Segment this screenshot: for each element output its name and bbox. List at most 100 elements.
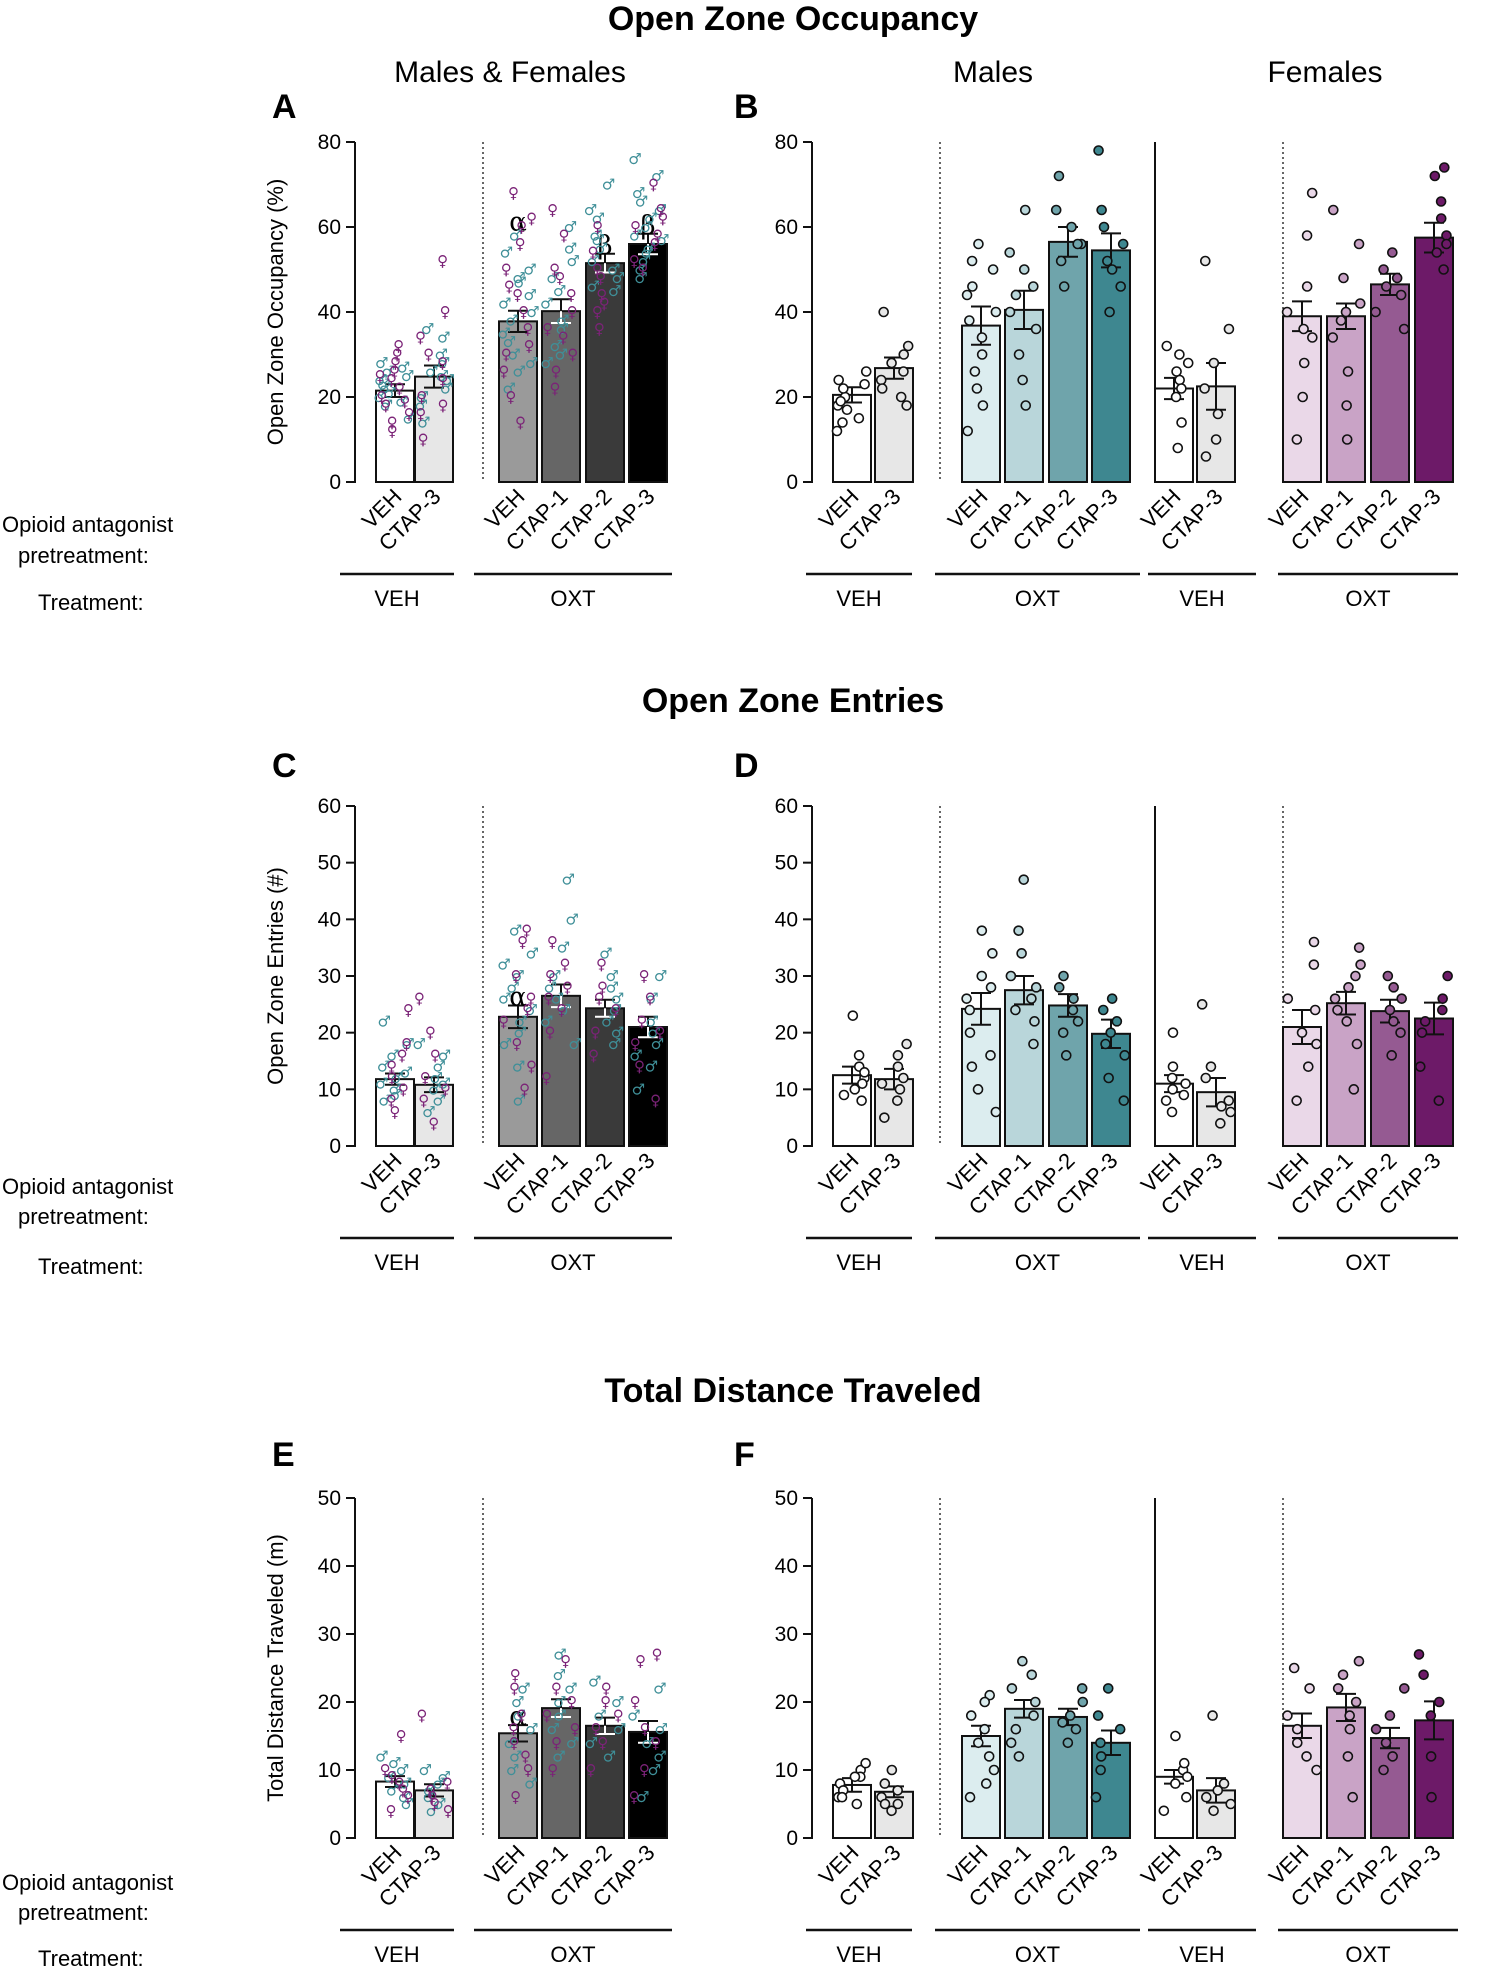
data-point (1384, 1710, 1396, 1721)
data-point-female: ♀ (542, 320, 553, 338)
data-point (894, 1084, 906, 1095)
data-point (1016, 948, 1027, 959)
data-point (1354, 298, 1366, 309)
data-point-male: ♂ (553, 1645, 566, 1663)
data-point-female: ♀ (520, 1747, 531, 1765)
bar (1004, 989, 1044, 1148)
data-point-male: ♂ (544, 978, 557, 996)
data-point (1435, 213, 1447, 224)
data-point-male: ♂ (375, 1075, 388, 1093)
data-point (886, 1764, 898, 1776)
data-point-female: ♀ (510, 1788, 521, 1806)
data-point-male: ♂ (438, 1046, 451, 1064)
data-point (898, 1072, 909, 1084)
data-point-female: ♀ (655, 201, 666, 219)
data-point-male: ♂ (396, 1761, 409, 1779)
data-point (857, 1078, 868, 1089)
data-point-female: ♀ (427, 1788, 438, 1806)
data-point (1053, 170, 1065, 182)
data-point-female: ♀ (601, 1679, 612, 1697)
data-point (1419, 1016, 1431, 1027)
data-point-female: ♀ (596, 286, 607, 304)
data-point (1171, 366, 1182, 377)
data-point (1281, 306, 1293, 318)
data-point-female: ♀ (404, 405, 415, 423)
data-point (879, 1112, 890, 1123)
data-point-female: ♀ (560, 956, 571, 974)
data-point-male: ♂ (594, 239, 607, 257)
data-point (1395, 289, 1407, 301)
data-point (835, 395, 846, 407)
data-point (1017, 1655, 1028, 1667)
data-point (892, 1095, 903, 1106)
data-point (1095, 1737, 1106, 1749)
data-point (1353, 1655, 1365, 1667)
data-point (860, 1757, 871, 1769)
data-point (1029, 1016, 1040, 1027)
data-point (1311, 1038, 1322, 1050)
data-point-male: ♂ (437, 329, 450, 347)
y-tick-label: 0 (329, 471, 341, 494)
data-point-male: ♂ (426, 1802, 439, 1820)
data-point-female: ♀ (547, 1761, 558, 1779)
treatment-label: VEH (836, 1942, 881, 1967)
data-point (961, 289, 973, 301)
data-point-male: ♂ (401, 367, 414, 385)
data-point-male: ♂ (509, 227, 522, 245)
treatment-label: VEH (374, 1942, 419, 1967)
data-point-male: ♂ (629, 1046, 642, 1064)
data-point-male: ♂ (607, 261, 620, 279)
data-point (983, 1751, 995, 1762)
data-point-male: ♂ (589, 227, 602, 245)
data-point (1118, 1095, 1130, 1106)
section-title-occupancy: Open Zone Occupancy (608, 0, 978, 38)
data-point-female: ♀ (389, 1103, 400, 1121)
data-point (1208, 357, 1220, 369)
data-point-female: ♀ (635, 1652, 646, 1670)
data-point-female: ♀ (629, 252, 640, 270)
data-point (1431, 247, 1443, 258)
y-tick-label: 60 (318, 795, 341, 818)
y-axis-label: Open Zone Occupancy (%) (263, 179, 288, 446)
y-tick-label: 0 (786, 1827, 798, 1850)
bar (414, 1083, 454, 1148)
data-point-female: ♀ (386, 1768, 397, 1786)
data-point-female: ♀ (639, 1720, 650, 1738)
data-point-female: ♀ (547, 933, 558, 951)
data-point (1378, 264, 1389, 275)
y-tick-label: 60 (775, 795, 798, 818)
data-point-female: ♀ (637, 261, 648, 279)
data-point (1435, 196, 1447, 207)
y-tick-label: 40 (775, 908, 798, 931)
data-point-male: ♂ (568, 1035, 581, 1053)
data-point-male: ♂ (497, 324, 510, 342)
data-point-female: ♀ (597, 978, 608, 996)
data-point (1097, 1004, 1109, 1016)
data-point-female: ♀ (645, 990, 656, 1008)
data-point-male: ♂ (642, 239, 655, 257)
data-point-female: ♀ (396, 1727, 407, 1745)
data-point (901, 400, 912, 411)
data-point-male: ♂ (383, 1768, 396, 1786)
data-point (1378, 1764, 1389, 1776)
data-point-female: ♀ (558, 227, 569, 245)
data-point (851, 1798, 863, 1810)
data-point-female: ♀ (648, 176, 659, 194)
data-point (1010, 1004, 1021, 1016)
data-point-female: ♀ (522, 320, 533, 338)
svg-text:Treatment:: Treatment: (38, 590, 144, 615)
data-point-female: ♀ (550, 363, 561, 381)
data-point-female: ♀ (551, 1734, 562, 1752)
panel-label-e: E (272, 1436, 295, 1474)
data-point-male: ♂ (434, 346, 447, 364)
bar (375, 1780, 415, 1840)
data-point-female: ♀ (560, 1652, 571, 1670)
data-point-male: ♂ (499, 1035, 512, 1053)
data-point (973, 238, 984, 250)
data-point (1115, 281, 1127, 292)
data-point (1332, 1004, 1343, 1016)
data-point (1212, 1785, 1224, 1796)
data-point-male: ♂ (632, 184, 645, 202)
data-point (1114, 1723, 1126, 1735)
